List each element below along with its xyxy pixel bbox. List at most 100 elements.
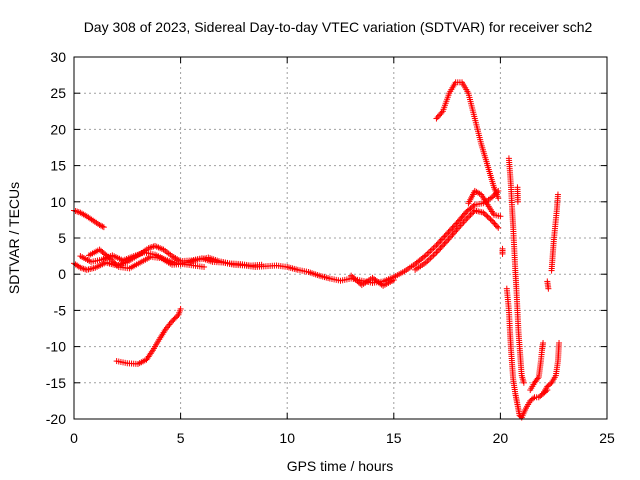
data-point	[201, 263, 208, 270]
data-point	[467, 211, 474, 218]
data-point	[480, 209, 487, 216]
data-point	[436, 246, 443, 253]
data-point	[438, 236, 445, 243]
data-point	[520, 379, 527, 386]
data-point	[437, 111, 444, 118]
data-point	[534, 375, 541, 382]
data-point	[424, 250, 431, 257]
data-point	[434, 114, 441, 121]
data-point	[468, 210, 475, 217]
data-point	[103, 252, 110, 259]
data-point	[466, 213, 473, 220]
data-point	[444, 237, 451, 244]
plot-frame	[73, 56, 608, 420]
data-point	[351, 275, 358, 282]
data-point	[445, 229, 452, 236]
y-tick-label: 15	[50, 158, 66, 174]
y-tick-label: 5	[58, 230, 66, 246]
data-point	[427, 255, 434, 262]
data-point	[441, 233, 448, 240]
y-tick-label: -10	[46, 339, 66, 355]
data-point	[545, 285, 552, 292]
data-point	[431, 250, 438, 257]
y-tick-label: -15	[46, 375, 66, 391]
data-point	[542, 388, 549, 395]
data-point	[434, 248, 441, 255]
data-point	[442, 239, 449, 246]
data-point	[433, 249, 440, 256]
x-axis-label: GPS time / hours	[287, 458, 394, 474]
y-tick-label: 10	[50, 194, 66, 210]
data-point	[436, 239, 443, 246]
data-point	[449, 224, 456, 231]
y-axis-label: SDTVAR / TECUs	[6, 182, 22, 294]
data-point	[547, 381, 554, 388]
data-point	[486, 214, 493, 221]
data-point	[437, 237, 444, 244]
x-tick-label: 0	[70, 430, 78, 446]
data-point	[453, 220, 460, 227]
data-point	[493, 223, 500, 230]
data-point	[99, 223, 106, 230]
y-tick-label: -20	[46, 411, 66, 427]
data-point	[174, 313, 181, 320]
x-tick-label: 20	[493, 430, 509, 446]
data-point	[445, 236, 452, 243]
data-point	[464, 214, 471, 221]
data-point	[430, 252, 437, 259]
data-point	[425, 256, 432, 263]
x-tick-label: 10	[279, 430, 295, 446]
data-point	[437, 245, 444, 252]
data-point	[425, 249, 432, 256]
data-point	[488, 217, 495, 224]
data-point	[556, 339, 563, 346]
chart-title: Day 308 of 2023, Sidereal Day-to-day VTE…	[84, 19, 593, 35]
data-point	[171, 315, 178, 322]
data-point	[430, 245, 437, 252]
data-point	[470, 202, 477, 209]
data-point	[446, 227, 453, 234]
data-point	[433, 242, 440, 249]
x-tick-label: 15	[386, 430, 402, 446]
data-point	[390, 276, 397, 283]
data-point	[540, 339, 547, 346]
data-point	[258, 261, 265, 268]
data-point	[100, 224, 107, 231]
x-tick-label: 25	[599, 430, 615, 446]
data-point	[446, 234, 453, 241]
data-point	[424, 258, 431, 265]
data-point	[442, 232, 449, 239]
data-point	[514, 198, 521, 205]
data-point	[544, 387, 551, 394]
data-point	[433, 115, 440, 122]
data-points	[71, 79, 563, 421]
data-point	[483, 212, 490, 219]
data-point	[495, 224, 502, 231]
grid-lines	[74, 57, 607, 419]
y-tick-label: -5	[54, 302, 67, 318]
data-point	[495, 195, 502, 202]
data-point	[530, 395, 537, 402]
data-point	[431, 243, 438, 250]
data-point	[497, 213, 504, 220]
data-point	[487, 216, 494, 223]
data-point	[177, 305, 184, 312]
data-point	[481, 210, 488, 217]
data-point	[463, 216, 470, 223]
data-point	[440, 235, 447, 241]
data-point	[438, 243, 445, 250]
data-point	[440, 242, 447, 249]
data-point	[170, 316, 177, 323]
y-tick-label: 30	[50, 49, 66, 65]
y-tick-label: 0	[58, 266, 66, 282]
y-tick-label: 20	[50, 121, 66, 137]
data-point	[499, 250, 506, 257]
x-tick-label: 5	[177, 430, 185, 446]
data-point	[427, 248, 434, 255]
data-point	[488, 194, 495, 201]
data-point	[554, 191, 561, 198]
data-point	[452, 221, 459, 228]
data-point	[470, 208, 477, 215]
data-point	[491, 220, 498, 227]
data-point	[448, 226, 455, 233]
